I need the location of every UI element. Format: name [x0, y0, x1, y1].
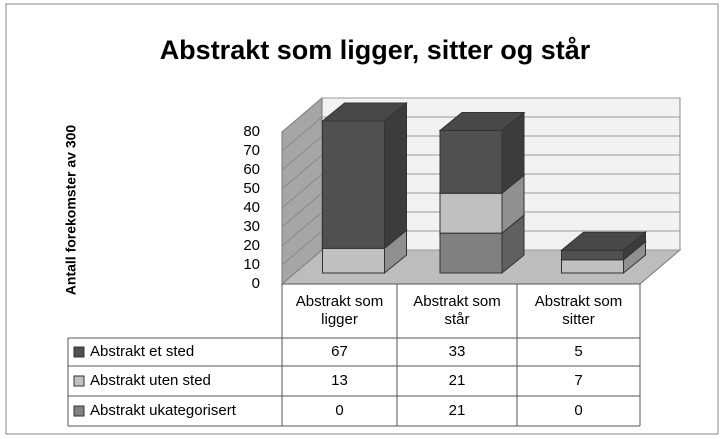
y-tick-label: 20 [243, 237, 260, 254]
side-grid-line [281, 135, 323, 171]
category-cell: Abstrakt som sitter [534, 293, 623, 328]
table-value: 67 [331, 343, 348, 360]
table-value: 7 [574, 372, 582, 389]
side-grid-line [281, 154, 323, 190]
bar-front [561, 259, 624, 274]
bar [560, 231, 647, 261]
y-tick-label: 50 [243, 180, 260, 197]
side-grid-line [281, 211, 323, 247]
table-value: 33 [449, 343, 466, 360]
legend-label: Abstrakt uten sted [90, 372, 211, 389]
bar [438, 111, 526, 195]
x-tick-label: Abstrakt som ligger [295, 293, 384, 328]
table-value: 5 [574, 343, 582, 360]
y-tick-label: 70 [243, 142, 260, 159]
bar-front [439, 192, 503, 234]
bar-front [439, 130, 503, 194]
legend-label: Abstrakt ukategorisert [90, 402, 237, 419]
bar [321, 101, 408, 250]
side-grid-line [281, 192, 323, 228]
chart-title: Abstrakt som ligger, sitter og står [160, 35, 591, 65]
table-value: 13 [331, 372, 348, 389]
side-grid-line [281, 97, 323, 133]
y-tick-label: 0 [252, 275, 260, 292]
y-tick-label: 10 [243, 256, 260, 273]
bar-front [322, 120, 385, 249]
table-value: 0 [335, 402, 343, 419]
legend-swatch [73, 346, 85, 358]
x-tick-label: Abstrakt som sitter [534, 293, 623, 328]
legend-swatch [73, 375, 85, 387]
bar-top [321, 102, 408, 122]
side-grid-line [281, 230, 323, 266]
y-tick-label: 30 [243, 218, 260, 235]
y-tick-label: 80 [243, 123, 260, 140]
x-tick-label: Abstrakt som står [413, 293, 501, 328]
bar-side [384, 101, 407, 250]
legend-swatch [73, 405, 85, 417]
category-cell: Abstrakt som ligger [295, 293, 384, 328]
side-grid-line [281, 173, 323, 209]
y-tick-label: 60 [243, 161, 260, 178]
bar-front [561, 249, 624, 261]
table-value: 0 [574, 402, 582, 419]
bar-top [438, 112, 526, 131]
side-grid-line [281, 116, 323, 152]
y-tick-label: 40 [243, 199, 260, 216]
bar-top [560, 231, 647, 251]
category-cell: Abstrakt som står [413, 293, 501, 328]
side-grid-line [281, 249, 323, 285]
legend-label: Abstrakt et sted [90, 343, 194, 360]
bar-front [322, 247, 385, 274]
table-value: 21 [449, 372, 466, 389]
bar-front [439, 232, 503, 274]
table-value: 21 [449, 402, 466, 419]
y-axis-label: Antall forekomster av 300 [63, 125, 79, 296]
